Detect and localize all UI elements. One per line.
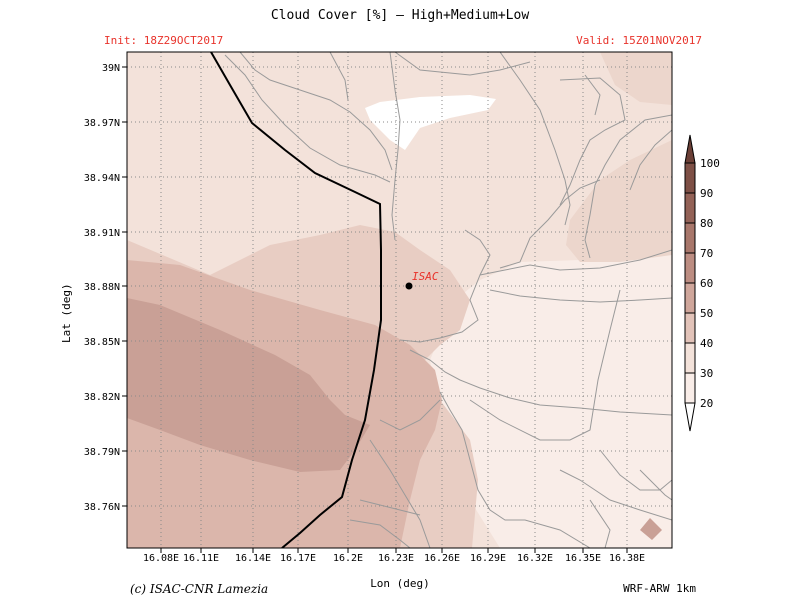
lon-tick-label: 16.29E xyxy=(470,553,506,564)
colorbar-top-arrow xyxy=(684,134,696,164)
road-line xyxy=(399,229,491,343)
init-time: Init: 18Z29OCT2017 xyxy=(104,34,224,47)
road-line xyxy=(409,349,672,416)
map-title: Cloud Cover [%] — High+Medium+Low xyxy=(270,8,530,23)
colorbar-swatch xyxy=(684,372,696,404)
lat-tick-label: 39N xyxy=(102,63,120,74)
lon-tick-label: 16.23E xyxy=(378,553,414,564)
colorbar-label: 100 xyxy=(700,157,720,170)
road-line xyxy=(589,499,611,548)
lat-tick-label: 38.97N xyxy=(84,118,120,129)
colorbar-swatch xyxy=(684,222,696,254)
road-line xyxy=(499,52,571,226)
lat-tick-label: 38.79N xyxy=(84,447,120,458)
lon-tick-label: 16.38E xyxy=(609,553,645,564)
isac-location-marker xyxy=(405,282,413,290)
colorbar-swatch xyxy=(684,192,696,224)
colorbar: 100 90 80 70 60 50 40 30 20 xyxy=(684,134,720,432)
road-line xyxy=(584,114,672,259)
colorbar-label: 20 xyxy=(700,397,713,410)
copyright-text: (c) ISAC-CNR Lamezia xyxy=(130,582,269,596)
colorbar-label: 40 xyxy=(700,337,713,350)
lon-tick-label: 16.26E xyxy=(424,553,460,564)
colorbar-swatch xyxy=(684,312,696,344)
x-axis-label: Lon (deg) xyxy=(370,577,430,590)
valid-time: Valid: 15Z01NOV2017 xyxy=(576,34,702,47)
lon-tick-label: 16.35E xyxy=(565,553,601,564)
colorbar-label: 30 xyxy=(700,367,713,380)
road-line xyxy=(479,249,672,276)
colorbar-label: 60 xyxy=(700,277,713,290)
isac-marker-label: ISAC xyxy=(412,270,439,283)
road-line xyxy=(439,391,591,548)
lon-tick-label: 16.08E xyxy=(143,553,179,564)
boundary-line xyxy=(210,52,382,548)
map-frame xyxy=(126,51,673,549)
road-line xyxy=(599,449,672,491)
road-line xyxy=(389,52,401,241)
lat-tick-label: 38.88N xyxy=(84,282,120,293)
lat-tick-label: 38.82N xyxy=(84,392,120,403)
road-line xyxy=(559,469,672,521)
axis-ticks xyxy=(122,66,628,553)
colorbar-swatch xyxy=(684,252,696,284)
road-line xyxy=(239,52,393,171)
road-line xyxy=(499,179,601,269)
y-axis-label: Lat (deg) xyxy=(60,283,73,343)
lat-tick-label: 38.91N xyxy=(84,228,120,239)
colorbar-label: 90 xyxy=(700,187,713,200)
cloud-cover-ne-top xyxy=(600,52,672,105)
road-line xyxy=(329,52,349,101)
colorbar-label: 80 xyxy=(700,217,713,230)
lon-tick-label: 16.14E xyxy=(235,553,271,564)
colorbar-bottom-arrow xyxy=(684,402,696,432)
colorbar-swatch xyxy=(684,282,696,314)
road-line xyxy=(639,469,672,501)
grid-lines xyxy=(127,52,672,548)
road-line xyxy=(349,519,411,548)
road-line xyxy=(584,74,601,116)
lon-tick-label: 16.17E xyxy=(280,553,316,564)
colorbar-swatch xyxy=(684,342,696,374)
road-line xyxy=(394,52,531,76)
road-line xyxy=(489,289,672,303)
lat-tick-label: 38.94N xyxy=(84,173,120,184)
cloud-cover-se-spot xyxy=(640,518,662,540)
lat-tick-label: 38.76N xyxy=(84,502,120,513)
colorbar-swatch xyxy=(684,162,696,194)
road-line xyxy=(369,439,431,548)
road-line xyxy=(469,289,621,441)
lon-tick-label: 16.2E xyxy=(333,553,363,564)
road-line xyxy=(379,399,441,431)
geographic-lines xyxy=(224,52,672,548)
colorbar-label: 70 xyxy=(700,247,713,260)
cloud-cover-ne-mid xyxy=(566,140,672,262)
road-line xyxy=(359,499,421,516)
model-label: WRF-ARW 1km xyxy=(623,582,696,595)
lat-tick-label: 38.85N xyxy=(84,337,120,348)
lon-tick-label: 16.11E xyxy=(183,553,219,564)
lon-tick-label: 16.32E xyxy=(517,553,553,564)
colorbar-label: 50 xyxy=(700,307,713,320)
road-line xyxy=(559,77,626,206)
